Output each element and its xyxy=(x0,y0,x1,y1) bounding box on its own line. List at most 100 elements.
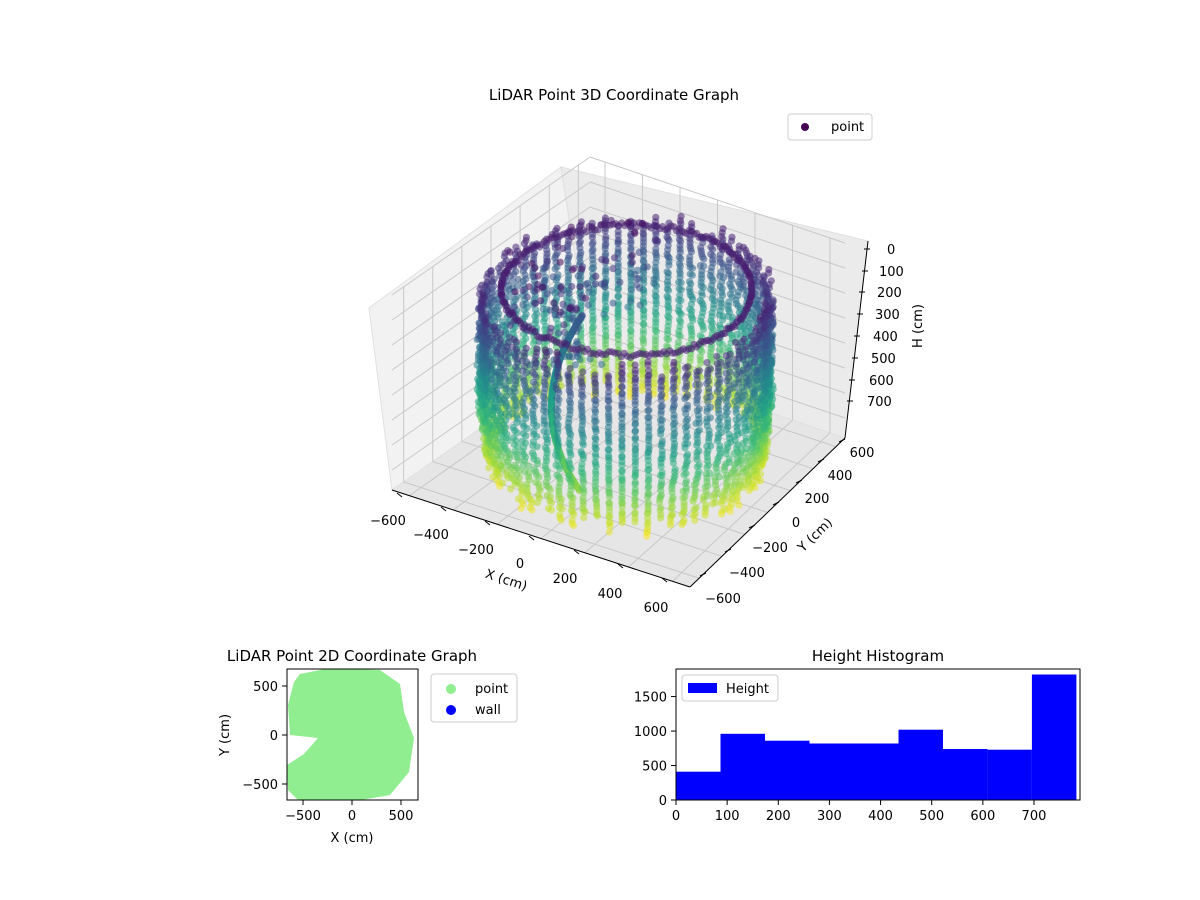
scatter-3d-point xyxy=(552,451,560,459)
legend-2d-marker-wall xyxy=(446,705,456,715)
scatter-3d-point xyxy=(618,430,626,438)
scatter-3d-point xyxy=(675,306,683,315)
scatter-3d-point xyxy=(639,320,647,328)
scatter-3d-point xyxy=(684,391,692,399)
scatter-3d-point xyxy=(614,236,622,244)
y-tick-label: 200 xyxy=(805,492,830,507)
scatter-3d-point xyxy=(605,512,613,520)
scatter-3d-point xyxy=(510,461,519,469)
histogram-title: Height Histogram xyxy=(812,647,944,665)
scatter-3d-point xyxy=(650,368,658,376)
y-ticks-2d: 500 0 −500 xyxy=(242,680,287,793)
scatter-3d-point xyxy=(591,396,599,404)
scatter-3d-point xyxy=(490,323,498,331)
scatter-3d-point xyxy=(565,387,573,395)
scatter-3d-point xyxy=(614,245,622,253)
scatter-3d-point xyxy=(579,494,587,502)
scatter-3d-point xyxy=(749,456,758,464)
scatter-3d-point xyxy=(697,244,705,252)
legend-2d-label-wall: wall xyxy=(475,703,501,718)
scatter-3d-point xyxy=(549,273,557,281)
x-tick-label: 600 xyxy=(970,809,995,824)
scatter-3d-point xyxy=(554,243,562,251)
scatter-3d-point xyxy=(631,478,639,486)
y-tick-label: 400 xyxy=(828,469,853,484)
scatter-3d-point xyxy=(512,267,520,276)
legend-3d-box xyxy=(787,113,873,141)
histogram-x-ticks: 0 100 200 300 400 500 600 700 xyxy=(672,800,1046,824)
scatter-3d-point xyxy=(631,518,639,526)
scatter-3d-point xyxy=(734,430,742,438)
scatter-3d-point xyxy=(591,433,599,442)
scatter-3d-point xyxy=(600,310,608,318)
x-tick-label: 0 xyxy=(348,809,356,824)
scatter-3d-point xyxy=(568,233,576,241)
scatter-3d-point xyxy=(725,455,733,463)
scatter-3d-point xyxy=(745,323,754,331)
scatter-3d-point xyxy=(675,296,683,304)
scatter-3d-point xyxy=(682,477,691,485)
scatter-3d-point xyxy=(553,412,561,420)
scatter-3d-point xyxy=(592,280,600,288)
scatter-3d-point xyxy=(683,422,691,430)
scatter-3d-point xyxy=(694,439,702,447)
scatter-3d-point xyxy=(670,358,678,366)
y-axis-label-2d: Y (cm) xyxy=(218,714,233,757)
scatter-3d-point xyxy=(671,394,679,402)
scatter-3d-point xyxy=(726,290,735,298)
scatter-3d-point xyxy=(565,272,573,280)
scatter-3d-point xyxy=(663,278,672,286)
histogram-frame xyxy=(675,668,1081,801)
scatter-3d-point xyxy=(638,365,647,373)
x-tick-label: 400 xyxy=(868,809,893,824)
scatter-3d-point xyxy=(675,253,683,261)
scatter-3d-point xyxy=(542,433,550,441)
scatter-3d-point xyxy=(643,263,651,271)
scatter-3d-point xyxy=(663,335,671,343)
scatter-3d-point xyxy=(618,369,626,377)
scatter-3d-point xyxy=(528,368,537,376)
scatter-3d-point xyxy=(707,323,716,331)
scatter-3d-point xyxy=(732,296,740,304)
scatter-3d-point xyxy=(604,397,612,405)
scatter-3d-point xyxy=(582,294,590,302)
scatter-3d-point xyxy=(670,411,678,419)
scatter-3d-point xyxy=(556,510,564,519)
scatter-3d-point xyxy=(513,282,521,290)
scatter-3d-point xyxy=(591,440,599,448)
histogram-bars xyxy=(676,674,1077,800)
scatter-3d-point xyxy=(706,365,715,373)
scatter-3d-point xyxy=(564,370,572,378)
scatter-3d-point xyxy=(724,344,732,352)
scatter-3d-point xyxy=(604,446,612,454)
scatter-3d-point xyxy=(614,284,622,292)
scatter-3d-point xyxy=(631,434,640,442)
scatter-3d-point xyxy=(697,317,705,325)
scatter-3d-point xyxy=(703,359,711,367)
scatter-3d-point xyxy=(740,335,748,343)
scatter-3d-point xyxy=(494,368,502,376)
scatter-3d-point xyxy=(511,402,520,410)
scatter-3d-point xyxy=(693,375,701,383)
scatter-3d-point xyxy=(724,391,732,399)
scatter-3d-point xyxy=(664,326,672,334)
scatter-3d-point xyxy=(537,297,545,305)
scatter-3d-point xyxy=(578,265,586,273)
histogram-bar xyxy=(898,729,943,800)
scatter-3d-point xyxy=(744,471,753,479)
scatter-3d-point xyxy=(765,280,773,289)
scatter-3d-point xyxy=(631,228,639,236)
scatter-3d-point xyxy=(726,385,734,393)
scatter-3d-point xyxy=(618,508,626,516)
scatter-3d-point xyxy=(708,295,716,303)
y-axis-label-3d: Y (cm) xyxy=(795,515,836,556)
scatter-3d-point xyxy=(624,303,632,311)
scatter-3d-point xyxy=(602,331,610,339)
legend-3d-marker xyxy=(801,123,809,131)
scatter-3d-point xyxy=(530,378,538,386)
histogram-bar xyxy=(942,749,988,800)
scatter-3d-point xyxy=(540,399,548,407)
scatter-3d-point xyxy=(691,485,700,493)
scatter-3d-point xyxy=(565,376,573,384)
scatter-3d-point xyxy=(723,485,731,493)
